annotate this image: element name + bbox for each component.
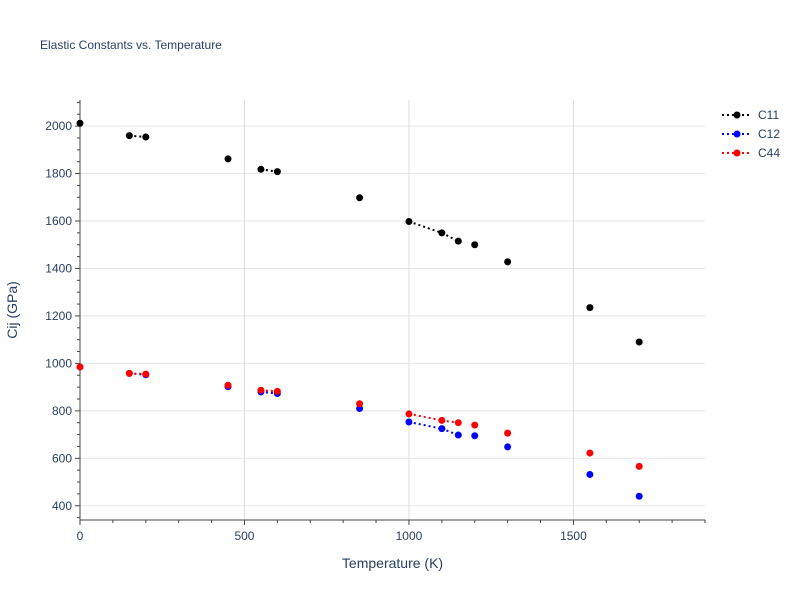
series-segment — [408, 412, 443, 422]
data-point — [273, 387, 281, 395]
data-point — [125, 132, 133, 140]
y-tick-label: 1000 — [45, 356, 72, 370]
data-point — [635, 492, 643, 500]
legend-item-c44[interactable]: C44 — [722, 146, 780, 160]
legend-marker — [733, 149, 741, 157]
grid-layer — [80, 100, 705, 520]
data-point — [504, 429, 512, 437]
data-point — [471, 241, 479, 249]
legend-item-c12[interactable]: C12 — [722, 127, 780, 141]
x-tick-label: 500 — [234, 529, 254, 543]
data-point — [438, 416, 446, 424]
x-tick-label: 1500 — [560, 529, 587, 543]
data-point — [471, 432, 479, 440]
data-point — [454, 419, 462, 427]
data-point — [224, 381, 232, 389]
data-point — [224, 155, 232, 163]
data-point — [257, 165, 265, 173]
y-tick-label: 2000 — [45, 119, 72, 133]
data-point — [586, 449, 594, 457]
y-tick-label: 1600 — [45, 214, 72, 228]
data-point — [273, 168, 281, 176]
x-axis-title: Temperature (K) — [342, 555, 443, 571]
data-point — [504, 258, 512, 266]
data-point — [586, 304, 594, 312]
data-point — [454, 431, 462, 439]
data-point — [405, 217, 413, 225]
y-tick-label: 1200 — [45, 309, 72, 323]
data-point — [635, 462, 643, 470]
chart-title: Elastic Constants vs. Temperature — [40, 38, 222, 52]
y-tick-label: 1800 — [45, 167, 72, 181]
legend-item-c11[interactable]: C11 — [722, 108, 779, 122]
legend-marker — [733, 130, 741, 138]
y-axis-title: Cij (GPa) — [4, 281, 20, 339]
series-c11 — [76, 119, 643, 346]
y-tick-label: 800 — [52, 404, 72, 418]
data-point — [125, 369, 133, 377]
data-point — [454, 237, 462, 245]
data-point — [504, 443, 512, 451]
data-point — [356, 400, 364, 408]
legend-label: C12 — [758, 127, 780, 141]
y-tick-label: 400 — [52, 499, 72, 513]
data-point — [76, 363, 84, 371]
legend-label: C11 — [758, 108, 779, 122]
series-segment — [408, 220, 443, 234]
data-point — [471, 421, 479, 429]
legend-label: C44 — [758, 146, 780, 160]
series-layer — [76, 119, 643, 500]
series-segment — [408, 421, 443, 430]
data-point — [405, 418, 413, 426]
data-point — [257, 386, 265, 394]
x-tick-label: 0 — [77, 529, 84, 543]
data-point — [438, 425, 446, 433]
series-c44 — [76, 363, 643, 470]
data-point — [635, 338, 643, 346]
data-point — [356, 194, 364, 202]
legend-marker — [733, 111, 741, 119]
axis-layer: 400 600 800 1000 1200 1400 1600 1800 2000 0 500 100… — [45, 100, 706, 543]
data-point — [438, 229, 446, 237]
data-point — [142, 133, 150, 141]
data-point — [405, 410, 413, 418]
legend[interactable]: C11 C12 C44 — [722, 108, 780, 160]
data-point — [586, 470, 594, 478]
y-tick-label: 600 — [52, 451, 72, 465]
x-tick-label: 1000 — [396, 529, 423, 543]
y-tick-label: 1400 — [45, 261, 72, 275]
data-point — [142, 370, 150, 378]
data-point — [76, 119, 84, 127]
series-c12 — [76, 363, 643, 500]
